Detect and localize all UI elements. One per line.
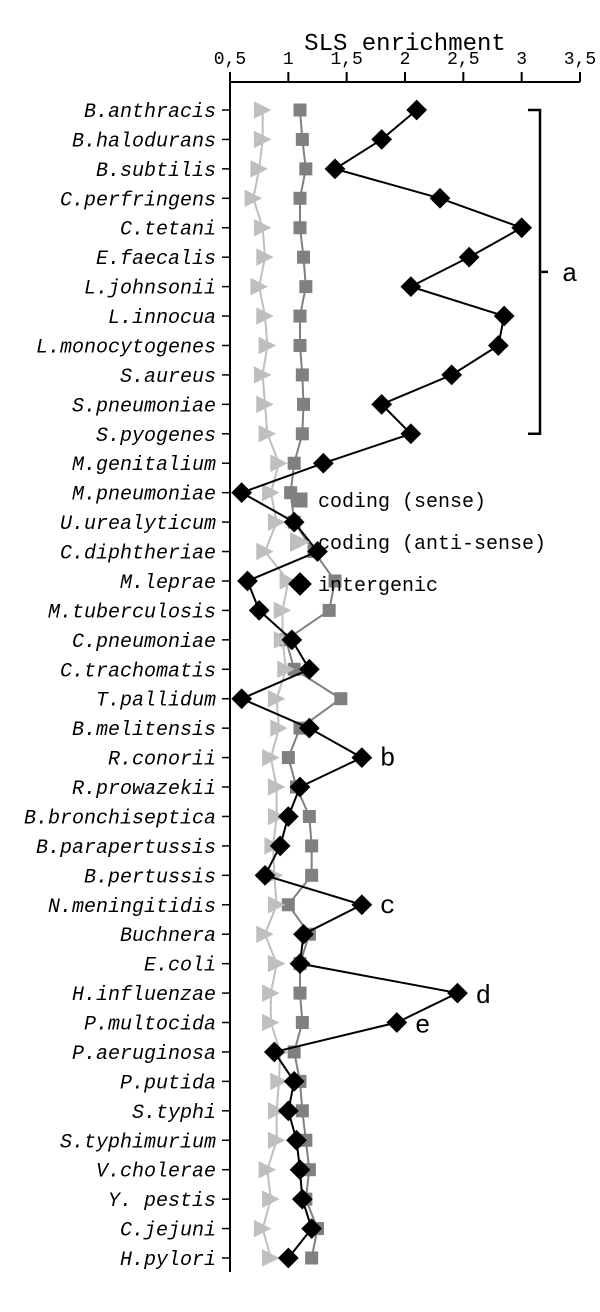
series-0 xyxy=(280,104,348,1265)
y-tick-label: H.pylori xyxy=(120,1249,216,1272)
y-tick-label: P.aeruginosa xyxy=(72,1043,216,1066)
series-1 xyxy=(245,101,298,1267)
legend-item-2: intergenic xyxy=(318,575,438,598)
y-tick-label: S.aureus xyxy=(120,366,216,389)
y-tick-label: R.prowazekii xyxy=(72,778,216,801)
x-tick-label: 3,5 xyxy=(564,50,596,70)
y-tick-label: L.monocytogenes xyxy=(36,336,216,359)
y-tick-label: M.tuberculosis xyxy=(48,601,216,624)
y-tick-label: B.parapertussis xyxy=(36,837,216,860)
sls-enrichment-chart: SLS enrichment0,511,522,533,5B.anthracis… xyxy=(0,0,600,1312)
x-tick-label: 2,5 xyxy=(447,50,479,70)
y-tick-label: Buchnera xyxy=(120,925,216,948)
y-tick-label: S.pneumoniae xyxy=(72,395,216,418)
y-tick-label: B.melitensis xyxy=(72,719,216,742)
y-tick-label: Y. pestis xyxy=(108,1190,216,1213)
annotation-a: a xyxy=(562,259,578,289)
annotation-d: d xyxy=(476,981,492,1011)
y-tick-label: M.pneumoniae xyxy=(72,484,216,507)
y-tick-label: M.genitalium xyxy=(72,454,216,477)
y-tick-label: C.pneumoniae xyxy=(72,631,216,654)
annotation-e: e xyxy=(415,1011,431,1041)
group-bracket-a: a xyxy=(528,110,578,434)
y-tick-label: S.pyogenes xyxy=(96,425,216,448)
y-tick-label: P.putida xyxy=(120,1072,216,1095)
y-tick-label: U.urealyticum xyxy=(60,513,216,536)
legend: coding (sense) coding (anti-sense) interge… xyxy=(288,491,546,598)
y-tick-label: E.coli xyxy=(144,955,216,978)
x-tick-label: 2 xyxy=(400,50,411,70)
y-tick-label: V.cholerae xyxy=(96,1161,216,1184)
y-tick-label: M.leprae xyxy=(120,572,216,595)
y-tick-label: C.diphtheriae xyxy=(60,543,216,566)
y-tick-label: B.pertussis xyxy=(84,866,216,889)
y-tick-label: N.meningitidis xyxy=(48,896,216,919)
y-tick-label: B.bronchiseptica xyxy=(24,807,216,830)
y-tick-label: B.subtilis xyxy=(96,160,216,183)
legend-item-1: coding (anti-sense) xyxy=(318,533,546,556)
y-tick-label: C.tetani xyxy=(120,219,216,242)
y-tick-label: S.typhimurium xyxy=(60,1131,216,1154)
series-2 xyxy=(231,100,532,1269)
y-tick-label: C.trachomatis xyxy=(60,660,216,683)
y-tick-label: P.multocida xyxy=(84,1014,216,1037)
y-tick-label: C.jejuni xyxy=(120,1220,216,1243)
y-tick-label: H.influenzae xyxy=(72,984,216,1007)
legend-item-0: coding (sense) xyxy=(318,491,486,514)
y-tick-label: R.conorii xyxy=(108,749,216,772)
y-tick-label: T.pallidum xyxy=(96,690,216,713)
y-tick-label: E.faecalis xyxy=(96,248,216,271)
x-tick-label: 1,5 xyxy=(330,50,362,70)
y-tick-label: B.halodurans xyxy=(72,130,216,153)
y-tick-label: S.typhi xyxy=(132,1102,216,1125)
y-tick-label: L.johnsonii xyxy=(84,278,216,301)
x-tick-label: 3 xyxy=(516,50,527,70)
y-tick-label: C.perfringens xyxy=(60,189,216,212)
y-tick-label: L.innocua xyxy=(108,307,216,330)
annotation-b: b xyxy=(380,744,396,774)
x-tick-label: 1 xyxy=(283,50,294,70)
y-tick-label: B.anthracis xyxy=(84,101,216,124)
annotation-c: c xyxy=(380,891,396,921)
x-tick-label: 0,5 xyxy=(214,50,246,70)
